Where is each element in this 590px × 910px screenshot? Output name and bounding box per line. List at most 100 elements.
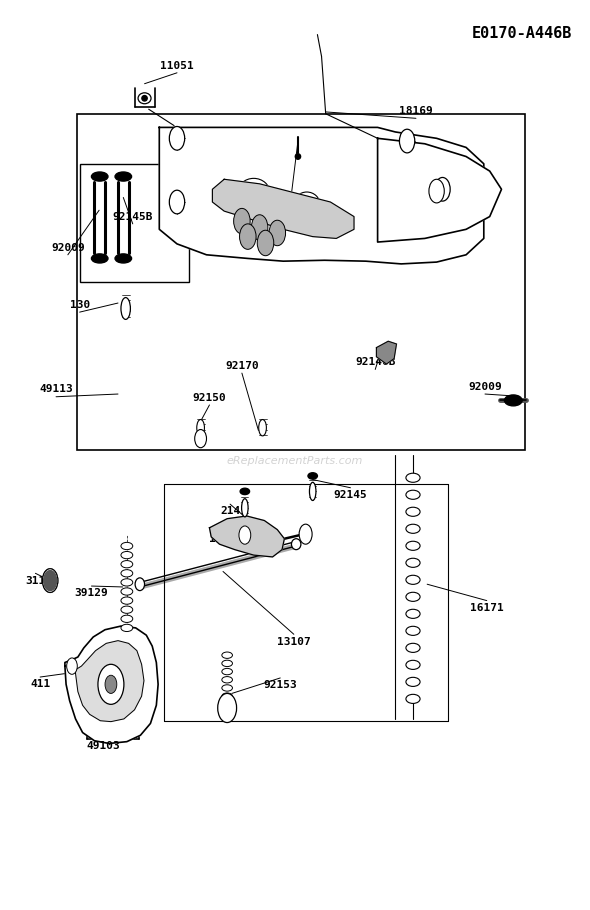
Polygon shape [212,179,354,238]
Ellipse shape [406,677,420,686]
Text: 311: 311 [25,576,45,585]
Ellipse shape [237,178,270,207]
Text: 92170: 92170 [225,361,259,370]
Ellipse shape [406,661,420,670]
Circle shape [240,224,256,249]
Circle shape [44,571,57,591]
Ellipse shape [294,192,320,217]
Ellipse shape [121,570,133,577]
Circle shape [218,693,237,723]
Ellipse shape [121,579,133,586]
Ellipse shape [291,539,301,550]
Text: 92145B: 92145B [113,212,153,221]
Ellipse shape [259,420,266,436]
Circle shape [429,179,444,203]
Text: 92146B: 92146B [355,358,395,367]
Ellipse shape [121,624,133,632]
Circle shape [169,190,185,214]
Ellipse shape [309,482,316,500]
Ellipse shape [406,507,420,516]
Ellipse shape [406,626,420,635]
Text: 214: 214 [220,507,240,516]
Polygon shape [76,641,144,722]
Circle shape [98,664,124,704]
Text: 92145A: 92145A [269,201,309,210]
Ellipse shape [222,693,232,699]
Ellipse shape [135,578,145,591]
Text: 92009: 92009 [468,382,502,391]
Circle shape [169,126,185,150]
Ellipse shape [142,96,148,101]
Circle shape [399,129,415,153]
Ellipse shape [121,597,133,604]
Ellipse shape [406,694,420,703]
Text: eReplacementParts.com: eReplacementParts.com [227,457,363,466]
Polygon shape [159,127,484,264]
Ellipse shape [406,558,420,567]
Ellipse shape [406,541,420,551]
Ellipse shape [406,643,420,652]
Ellipse shape [222,684,232,692]
Circle shape [239,526,251,544]
Ellipse shape [406,524,420,533]
Ellipse shape [222,668,232,675]
Ellipse shape [121,606,133,613]
Ellipse shape [121,561,133,568]
Bar [77,114,525,450]
Ellipse shape [406,473,420,482]
Text: 16171: 16171 [470,603,504,612]
Text: 92150: 92150 [192,393,227,402]
Ellipse shape [138,93,151,104]
Ellipse shape [121,298,130,319]
Polygon shape [65,626,158,743]
Ellipse shape [115,172,132,181]
Ellipse shape [115,254,132,263]
Text: 130: 130 [70,300,90,309]
Text: 11051: 11051 [160,61,194,70]
Ellipse shape [121,542,133,550]
Text: 92009: 92009 [51,243,85,252]
Ellipse shape [196,420,205,436]
Ellipse shape [222,652,232,659]
Polygon shape [209,516,284,557]
Ellipse shape [222,661,232,666]
Polygon shape [378,138,502,242]
Circle shape [299,524,312,544]
Text: E0170-A446B: E0170-A446B [472,26,572,41]
Text: 13271: 13271 [208,534,242,543]
Text: 411: 411 [30,680,50,689]
Circle shape [257,230,274,256]
Ellipse shape [121,551,133,559]
Circle shape [42,569,58,592]
Circle shape [435,177,450,201]
Ellipse shape [308,473,317,479]
Circle shape [251,215,268,240]
Circle shape [269,220,286,246]
Text: 49113: 49113 [39,385,73,394]
Circle shape [105,675,117,693]
Ellipse shape [242,499,248,517]
Polygon shape [376,341,396,364]
Ellipse shape [406,575,420,584]
Ellipse shape [222,677,232,682]
Text: 49103: 49103 [86,742,120,751]
Ellipse shape [121,615,133,622]
Text: 92153: 92153 [263,681,297,690]
Ellipse shape [240,488,250,495]
Ellipse shape [91,254,108,263]
Circle shape [67,658,77,674]
Ellipse shape [121,588,133,595]
Ellipse shape [504,395,522,406]
Text: 39129: 39129 [74,589,109,598]
Circle shape [195,430,206,448]
Text: 92145: 92145 [333,490,368,500]
Ellipse shape [406,592,420,602]
Ellipse shape [296,154,300,159]
Ellipse shape [91,172,108,181]
Circle shape [42,569,58,592]
Text: 13107: 13107 [277,637,311,646]
Text: 18169: 18169 [399,106,433,116]
Bar [80,164,189,282]
Ellipse shape [406,490,420,500]
Circle shape [234,208,250,234]
